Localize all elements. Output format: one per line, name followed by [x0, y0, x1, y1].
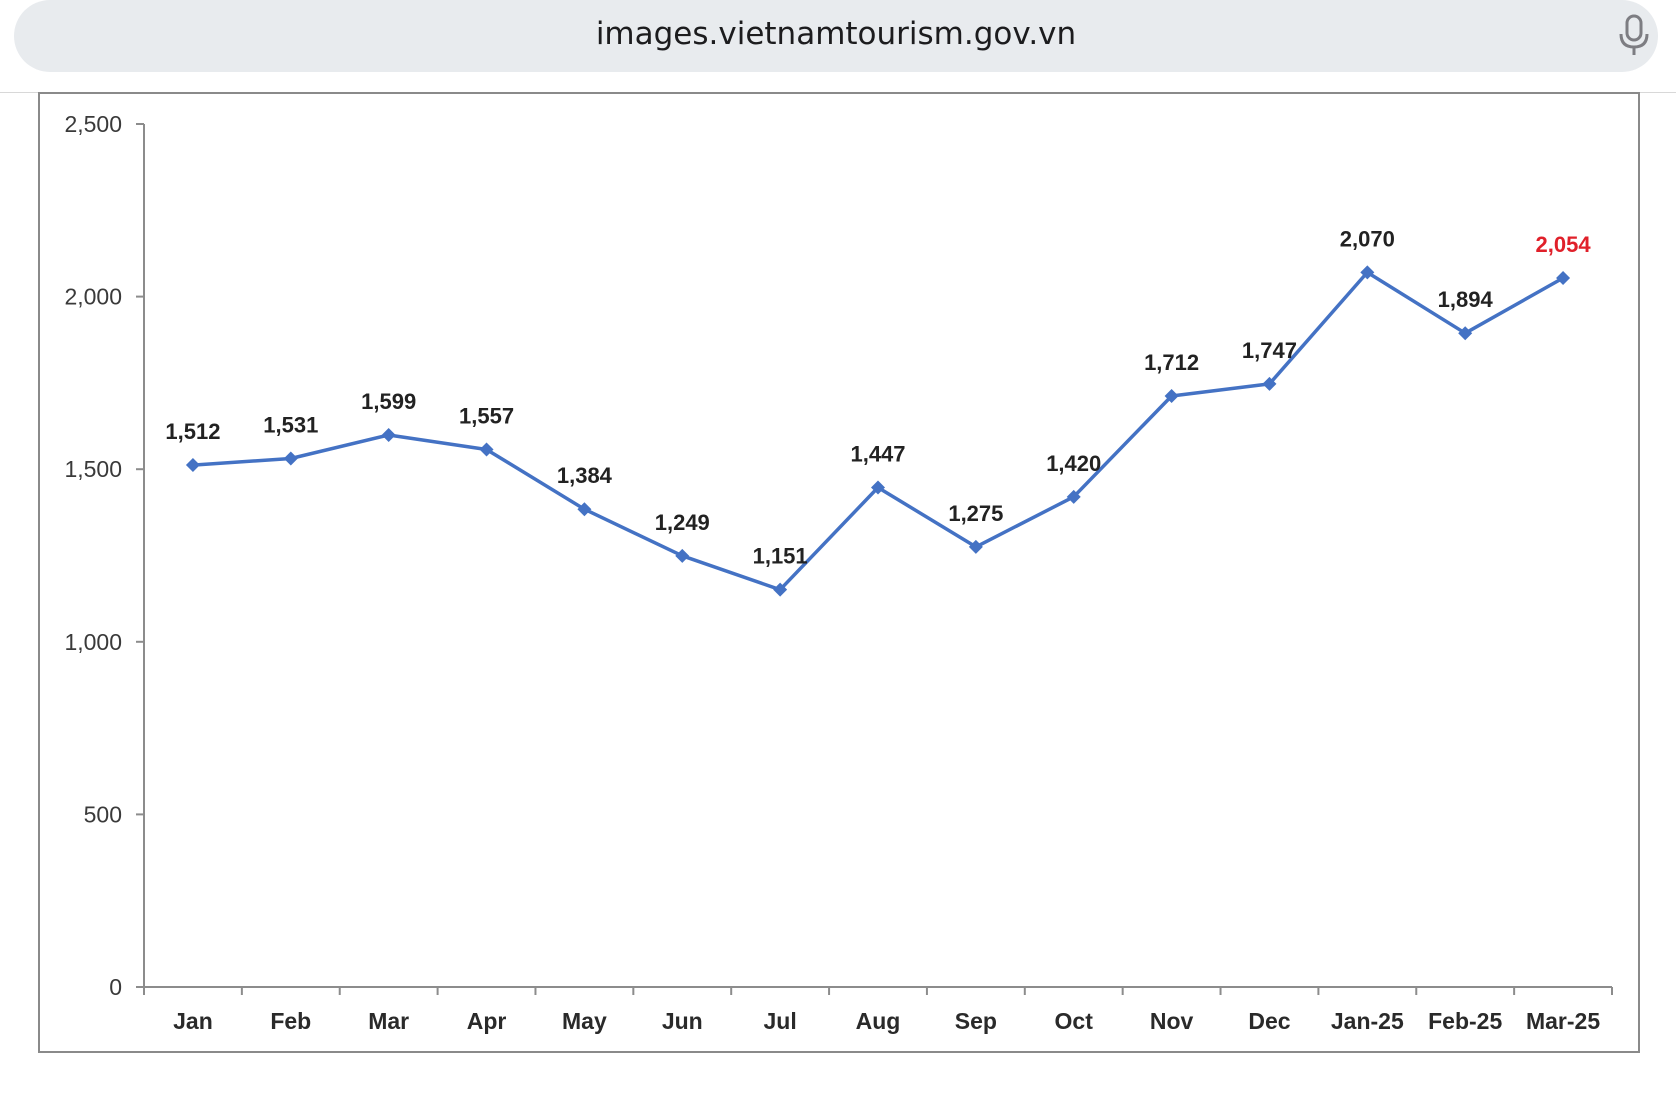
x-tick-label: Feb — [270, 1008, 311, 1034]
data-point-marker — [1556, 270, 1571, 285]
data-point-marker — [1066, 489, 1081, 504]
data-label: 1,420 — [1046, 451, 1101, 476]
data-point-marker — [479, 442, 494, 457]
data-point-marker — [381, 428, 396, 443]
data-label: 1,557 — [459, 404, 514, 429]
url-text: images.vietnamtourism.gov.vn — [595, 16, 1077, 52]
x-tick-label: Jun — [662, 1008, 703, 1034]
data-label: 1,275 — [948, 501, 1003, 526]
x-tick-label: May — [562, 1008, 607, 1034]
data-point-marker — [773, 582, 788, 597]
data-label: 1,512 — [165, 419, 220, 444]
data-point-marker — [871, 480, 885, 495]
series-line — [192, 270, 1564, 592]
data-label: 1,531 — [263, 412, 318, 437]
x-tick-label: Nov — [1150, 1008, 1194, 1034]
data-point-marker — [1262, 376, 1277, 391]
data-point-marker — [1164, 389, 1179, 404]
line-chart: 0 500 1,000 1,500 2,000 2,500 Jan Feb Mar Apr May J… — [64, 111, 1613, 1034]
chart-frame: 0 500 1,000 1,500 2,000 2,500 Jan Feb Mar Apr May J… — [38, 92, 1640, 1053]
y-tick-label: 1,500 — [64, 456, 122, 482]
x-tick-label: Oct — [1055, 1008, 1094, 1034]
microphone-icon[interactable] — [1617, 14, 1651, 58]
data-point-marker — [185, 458, 200, 473]
data-label: 1,384 — [557, 463, 613, 488]
y-tick-label: 2,500 — [64, 111, 122, 137]
data-point-marker — [1458, 326, 1473, 341]
x-tick-label: Dec — [1248, 1008, 1290, 1034]
x-tick-label: Apr — [467, 1008, 507, 1034]
x-tick-label: Jan — [173, 1008, 213, 1034]
data-label: 1,747 — [1242, 338, 1297, 363]
data-label: 1,599 — [361, 389, 416, 414]
data-point-marker — [675, 548, 690, 563]
x-tick-label: Jul — [764, 1008, 797, 1034]
x-tick-label: Sep — [955, 1008, 997, 1034]
data-label: 1,712 — [1144, 350, 1199, 375]
data-label: 1,894 — [1438, 287, 1494, 312]
data-point-marker — [577, 502, 592, 517]
y-tick-label: 2,000 — [64, 284, 122, 310]
data-label: 1,249 — [655, 510, 710, 535]
x-tick-label: Jan-25 — [1331, 1008, 1404, 1034]
data-point-marker — [1360, 265, 1375, 280]
x-tick-label: Feb-25 — [1428, 1008, 1502, 1034]
y-tick-label: 1,000 — [64, 629, 122, 655]
y-tick-label: 500 — [84, 801, 122, 827]
data-label: 2,070 — [1340, 226, 1395, 251]
x-tick-label: Mar — [368, 1008, 409, 1034]
data-label: 1,447 — [850, 441, 905, 466]
data-point-marker — [283, 451, 298, 466]
data-label: 1,151 — [753, 544, 808, 569]
address-bar[interactable]: images.vietnamtourism.gov.vn — [14, 0, 1658, 72]
x-tick-label: Aug — [856, 1008, 901, 1034]
y-tick-label: 0 — [109, 974, 122, 1000]
x-tick-label: Mar-25 — [1526, 1008, 1600, 1034]
data-point-marker — [968, 539, 983, 554]
data-label: 2,054 — [1536, 232, 1592, 257]
